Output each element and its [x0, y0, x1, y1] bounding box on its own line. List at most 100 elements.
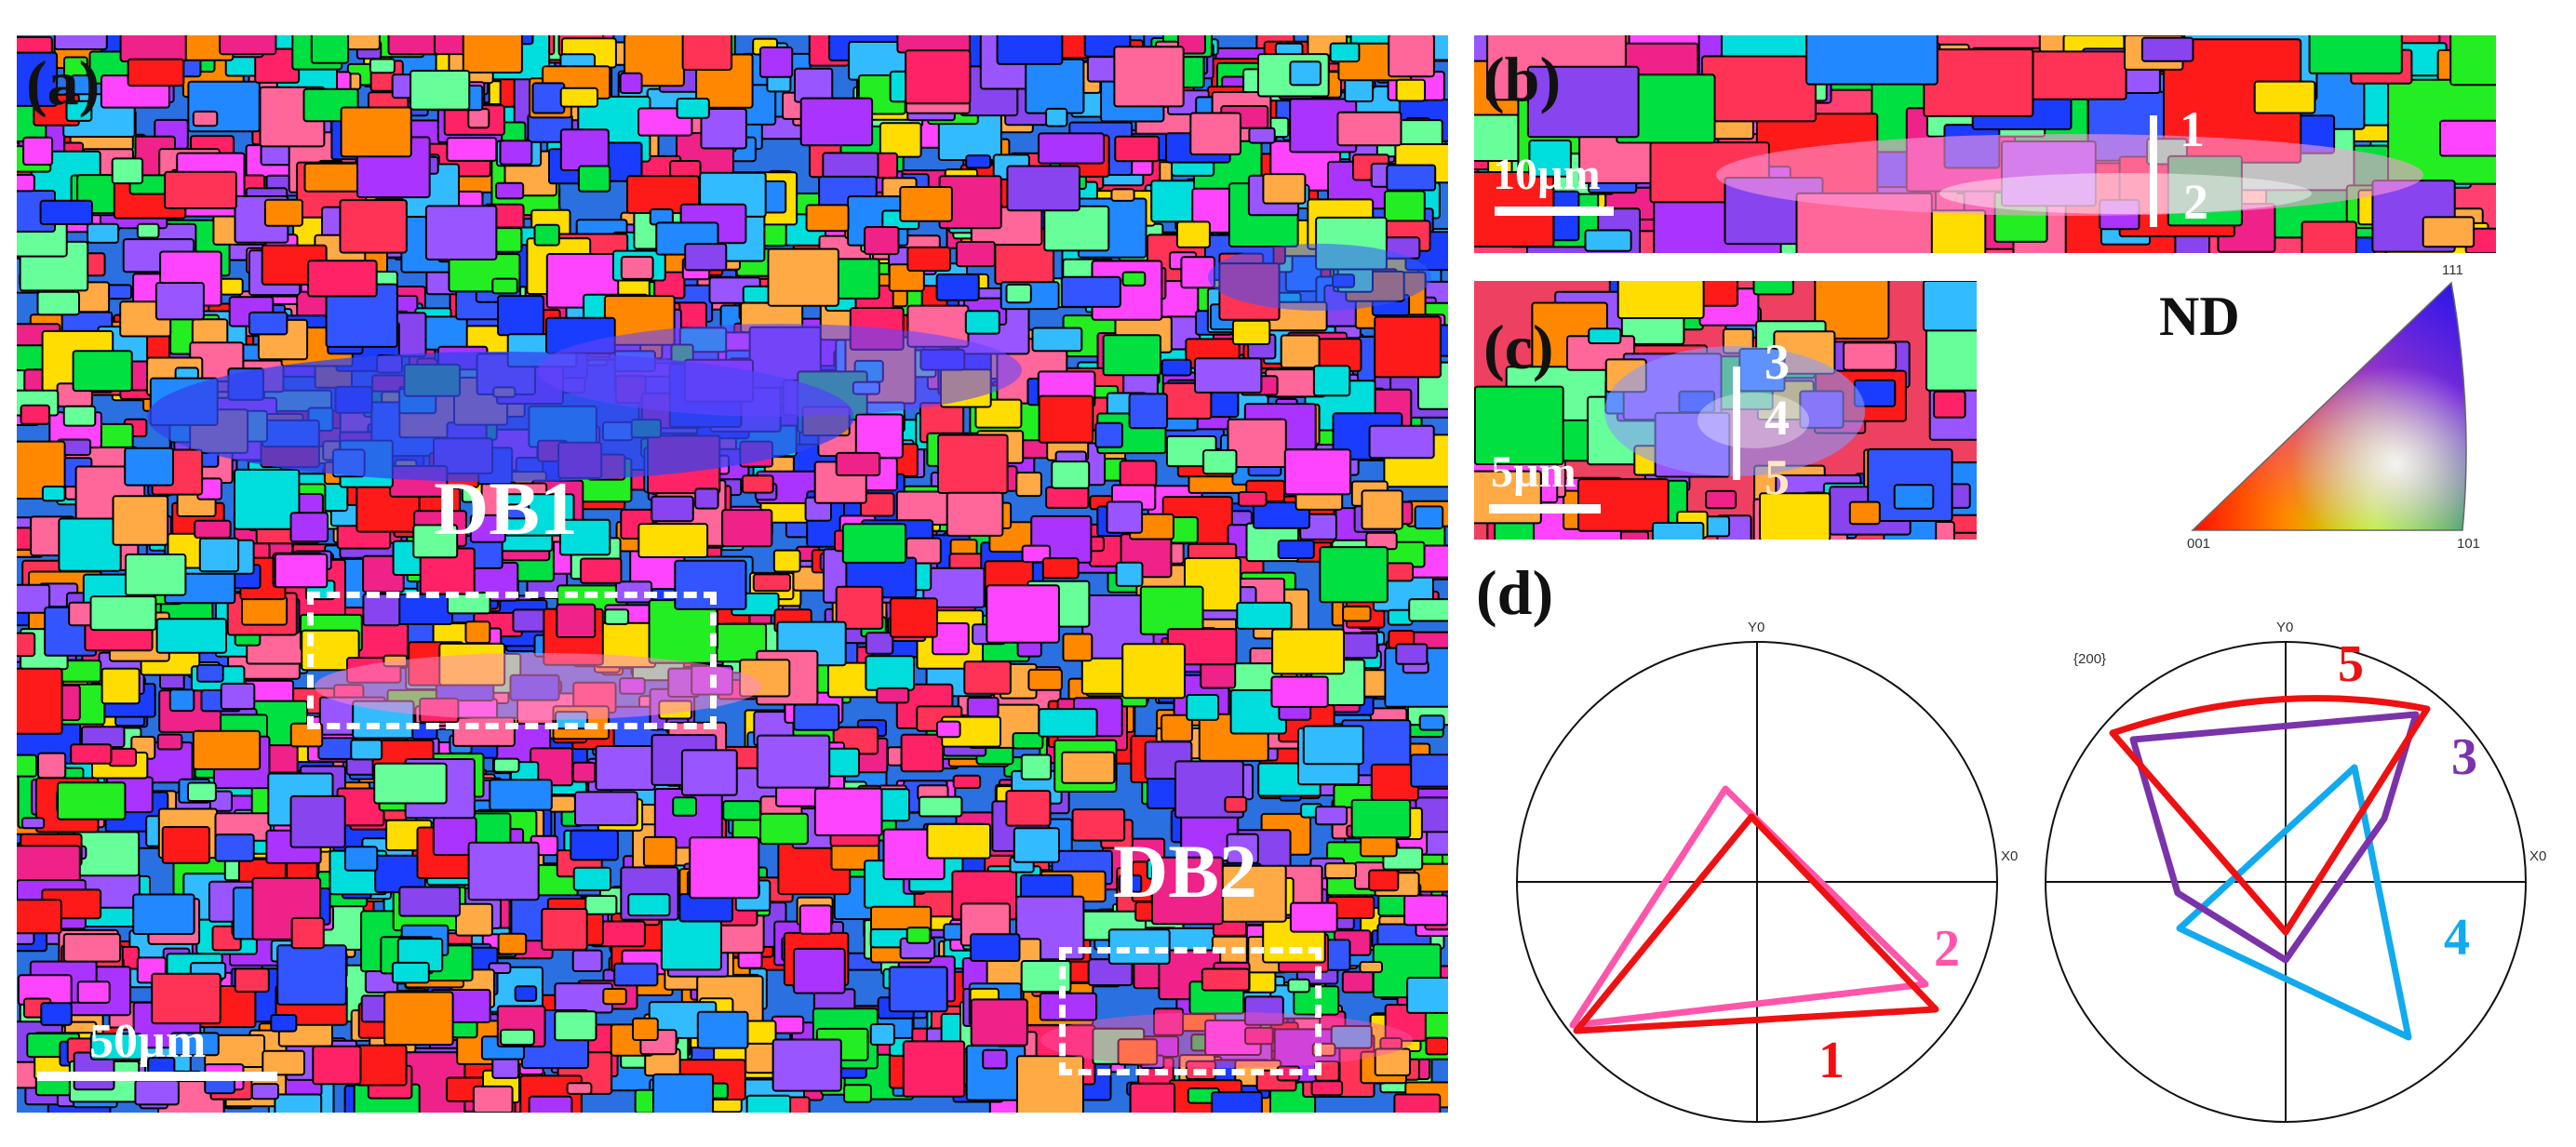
grain	[1280, 334, 1321, 369]
grain	[1406, 977, 1448, 1014]
grain	[125, 553, 187, 596]
grain	[1021, 544, 1052, 563]
grain	[1922, 281, 1977, 332]
grain	[387, 35, 442, 56]
grain	[1060, 275, 1121, 308]
grain	[955, 241, 996, 268]
grain	[1805, 35, 1939, 86]
grain	[1925, 322, 1977, 392]
grain	[602, 988, 627, 1006]
grain	[721, 509, 773, 548]
grain	[570, 829, 619, 861]
grain	[248, 311, 288, 336]
grain	[2020, 50, 2127, 100]
grain	[1528, 140, 1572, 178]
grain	[1043, 205, 1110, 252]
grain	[1368, 869, 1400, 892]
grain	[902, 1040, 966, 1098]
grain	[1020, 960, 1072, 994]
grain	[1379, 1037, 1403, 1050]
grain	[1474, 385, 1564, 465]
grain	[1231, 319, 1271, 346]
grain	[467, 841, 540, 901]
grain	[1041, 557, 1080, 580]
grain	[1933, 390, 1966, 419]
grain	[111, 157, 144, 185]
grain	[741, 474, 774, 494]
grain	[637, 523, 709, 558]
grain	[963, 660, 1012, 695]
grain	[841, 523, 907, 564]
grain	[745, 1094, 792, 1113]
grain	[1107, 928, 1171, 965]
grain	[369, 58, 396, 74]
grain	[234, 967, 270, 994]
pole-left-label-1: 1	[1818, 1032, 1845, 1089]
grain	[660, 917, 722, 971]
grain	[793, 947, 846, 994]
grain	[860, 492, 895, 517]
grain	[651, 495, 694, 523]
pole-left-x0: X0	[2001, 848, 2019, 864]
grain	[1893, 484, 1935, 510]
grain	[1151, 856, 1224, 926]
grain	[1314, 806, 1348, 826]
scale-bar-a-label: 50µm	[89, 1015, 207, 1068]
grain	[822, 152, 879, 180]
grain	[263, 198, 303, 227]
grain	[1027, 668, 1063, 691]
grain	[1277, 540, 1315, 559]
grain	[391, 961, 430, 984]
grain	[937, 433, 1009, 494]
grain	[492, 757, 520, 773]
grain	[132, 893, 195, 935]
grain	[1071, 808, 1126, 842]
point-4-label: 4	[1764, 390, 1790, 446]
grain	[1211, 1091, 1263, 1113]
grain	[424, 205, 498, 260]
grain	[578, 165, 611, 193]
grain	[694, 487, 719, 510]
grain	[799, 97, 874, 147]
grain	[495, 181, 525, 200]
grain	[289, 794, 346, 848]
grain	[932, 622, 970, 656]
grain	[1270, 675, 1329, 708]
grain	[1129, 1082, 1176, 1113]
grain	[681, 35, 733, 71]
plane-label: {200}	[2073, 651, 2107, 667]
grain	[554, 1010, 597, 1042]
grain	[72, 350, 133, 393]
grain	[119, 35, 187, 62]
grain	[1287, 978, 1311, 994]
grain	[1012, 732, 1044, 750]
grain	[793, 703, 840, 731]
pole-left-label-2: 2	[1934, 920, 1960, 978]
grain	[794, 67, 834, 103]
grain	[112, 495, 169, 546]
grain	[864, 226, 900, 256]
grain	[497, 295, 544, 337]
grain	[771, 1015, 805, 1034]
grain	[1194, 357, 1263, 393]
deformation-band	[1208, 244, 1431, 311]
grain	[155, 618, 228, 654]
grain	[1617, 530, 1650, 540]
grain	[906, 246, 951, 272]
grain	[1310, 1080, 1344, 1097]
grain	[533, 223, 560, 247]
grain	[124, 447, 174, 487]
grain	[499, 140, 533, 166]
grain	[966, 697, 1000, 718]
grain	[514, 985, 538, 1002]
grain	[65, 100, 93, 122]
grain	[1360, 835, 1398, 858]
grain	[1005, 790, 1052, 827]
grain	[2301, 220, 2357, 253]
grain	[652, 1073, 715, 1113]
grain	[970, 933, 1021, 963]
grain	[1418, 714, 1445, 731]
grain	[899, 186, 953, 222]
ebsd-grain-map-a	[17, 35, 1448, 1113]
grain	[1238, 491, 1268, 507]
